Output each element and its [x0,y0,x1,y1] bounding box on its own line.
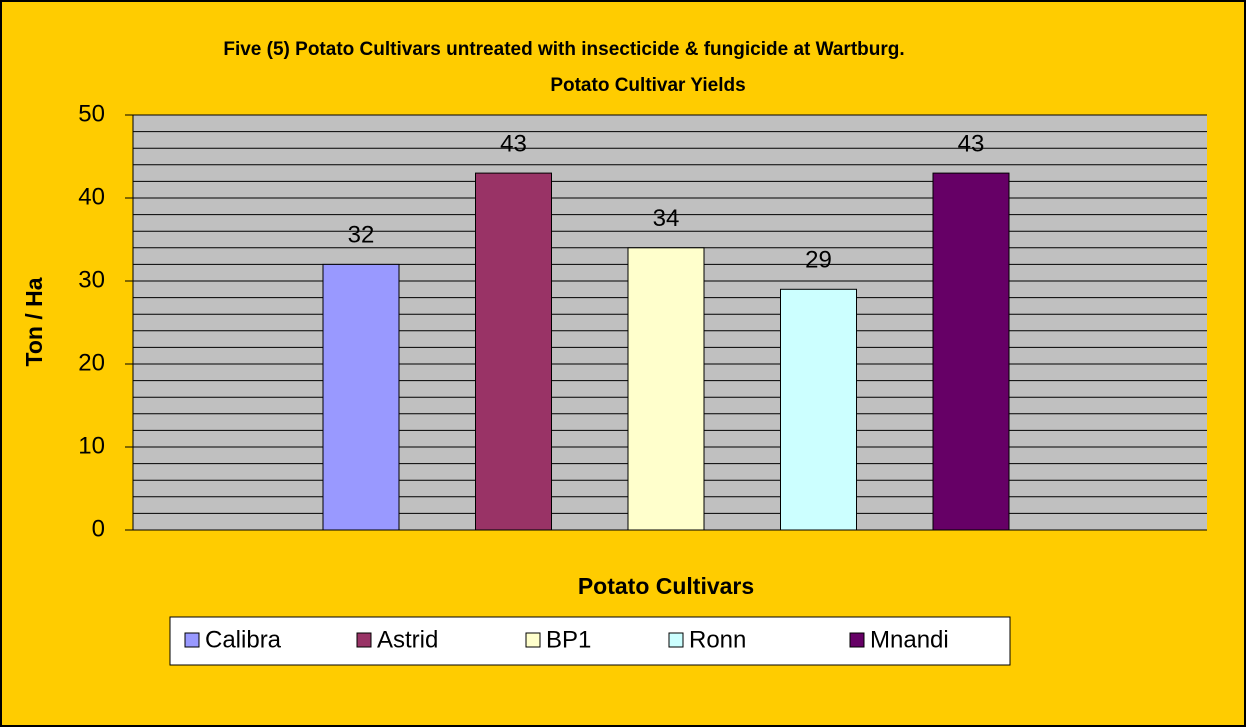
legend-label: BP1 [546,626,591,653]
chart-subtitle: Potato Cultivar Yields [550,75,745,96]
y-tick-label: 40 [78,183,105,210]
legend-swatch [668,632,684,648]
legend-swatch [849,632,865,648]
bar [475,172,552,531]
bar [322,263,400,531]
bar [780,288,857,531]
bar [627,247,705,531]
y-tick-label: 10 [78,432,105,459]
legend-swatch [525,632,541,648]
y-tick-label: 50 [78,100,105,127]
chart-title: Five (5) Potato Cultivars untreated with… [223,39,904,60]
y-tick-label: 0 [92,515,105,542]
legend-swatch [356,632,372,648]
x-axis-label: Potato Cultivars [578,573,754,599]
legend-label: Mnandi [870,626,949,653]
legend-label: Calibra [205,626,282,653]
bar [932,172,1010,531]
data-label: 34 [653,205,680,232]
data-label: 43 [958,130,985,157]
legend-label: Ronn [689,626,746,653]
data-label: 43 [500,130,527,157]
data-label: 32 [348,222,375,249]
y-tick-label: 20 [78,349,105,376]
data-label: 29 [805,247,832,274]
y-axis-label: Ton / Ha [21,277,47,366]
y-tick-label: 30 [78,266,105,293]
legend-label: Astrid [377,626,438,653]
legend-swatch [184,632,200,648]
legend [169,616,1011,666]
